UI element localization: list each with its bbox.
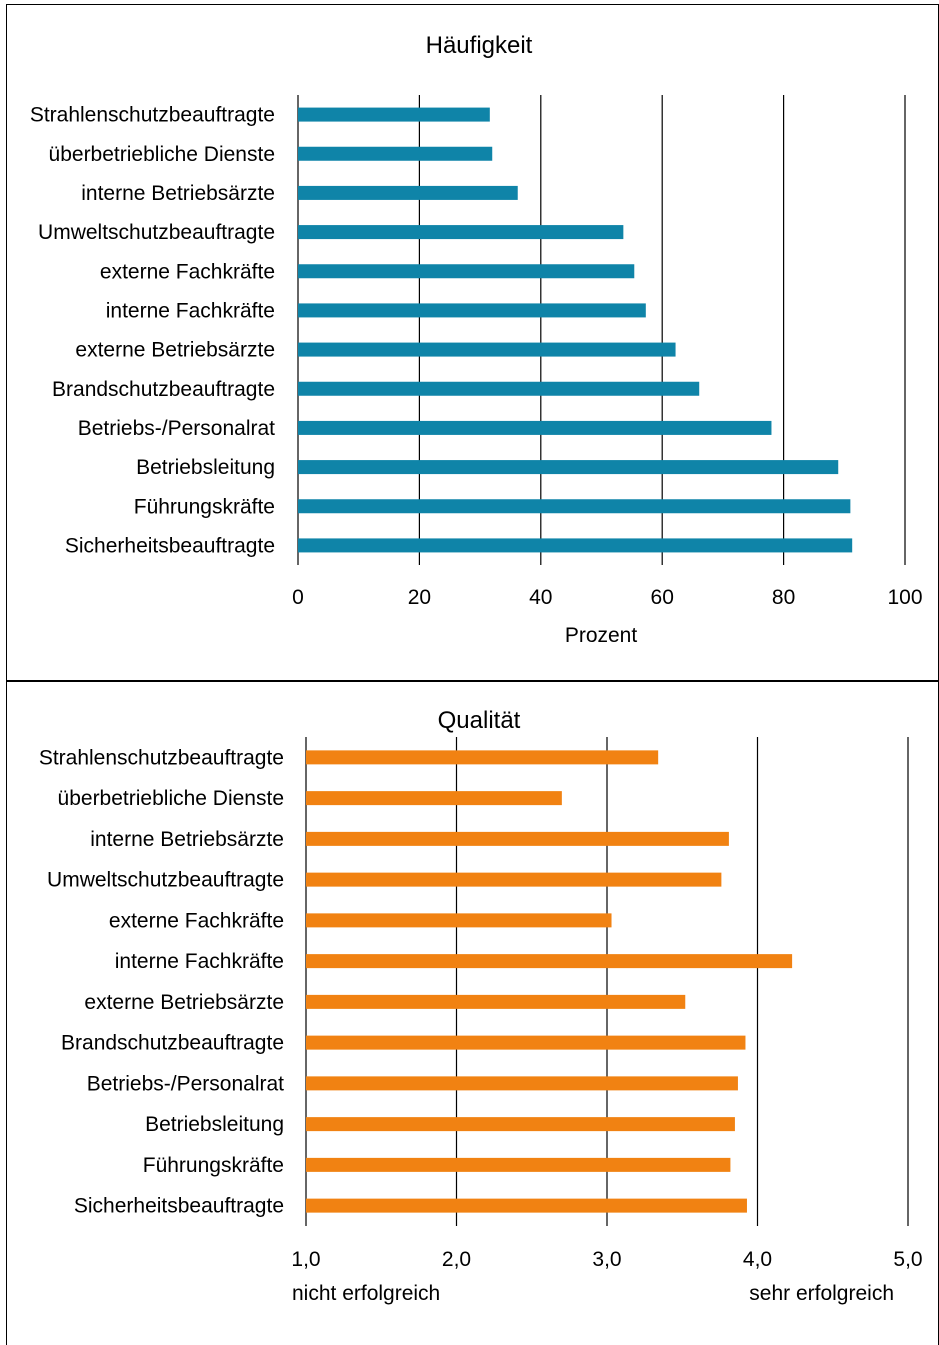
- tick-label-2: 40: [529, 586, 552, 609]
- category-label-1: überbetriebliche Dienste: [49, 143, 275, 166]
- category-label-7: Brandschutzbeauftragte: [52, 378, 275, 401]
- category-label-7: Brandschutzbeauftragte: [61, 1032, 284, 1055]
- category-label-9: Betriebsleitung: [145, 1113, 284, 1136]
- bar-7: [306, 1035, 746, 1050]
- tick-label-4: 5,0: [893, 1248, 922, 1271]
- tick-label-2: 3,0: [592, 1248, 621, 1271]
- category-label-5: interne Fachkräfte: [115, 950, 284, 973]
- bar-6: [306, 994, 686, 1009]
- tick-label-4: 80: [772, 586, 795, 609]
- category-label-8: Betriebs-/Personalrat: [78, 417, 275, 440]
- tick-label-1: 2,0: [442, 1248, 471, 1271]
- scale-high-label: sehr erfolgreich: [749, 1282, 894, 1305]
- category-label-5: interne Fachkräfte: [106, 299, 275, 322]
- bar-5: [306, 954, 793, 969]
- category-label-9: Betriebsleitung: [136, 456, 275, 479]
- tick-label-5: 100: [887, 586, 922, 609]
- bar-3: [298, 225, 624, 240]
- category-label-8: Betriebs-/Personalrat: [87, 1072, 284, 1095]
- category-label-3: Umweltschutzbeauftragte: [47, 869, 284, 892]
- bar-5: [298, 303, 646, 318]
- category-label-2: interne Betriebsärzte: [90, 828, 284, 851]
- bar-3: [306, 872, 722, 887]
- category-label-1: überbetriebliche Dienste: [58, 787, 284, 810]
- category-label-0: Strahlenschutzbeauftragte: [39, 746, 284, 769]
- category-label-4: externe Fachkräfte: [100, 260, 275, 283]
- category-label-10: Führungskräfte: [134, 495, 275, 518]
- category-label-11: Sicherheitsbeauftragte: [65, 534, 275, 557]
- category-label-6: externe Betriebsärzte: [75, 339, 275, 362]
- bar-2: [306, 831, 729, 846]
- bar-9: [298, 460, 839, 475]
- bar-2: [298, 185, 518, 200]
- tick-label-0: 0: [292, 586, 304, 609]
- tick-label-0: 1,0: [291, 1248, 320, 1271]
- category-label-2: interne Betriebsärzte: [81, 182, 275, 205]
- bar-0: [306, 750, 659, 765]
- tick-label-3: 60: [651, 586, 674, 609]
- bar-8: [306, 1076, 738, 1091]
- category-label-4: externe Fachkräfte: [109, 909, 284, 932]
- scale-low-label: nicht erfolgreich: [292, 1282, 440, 1305]
- bar-7: [298, 381, 700, 396]
- bar-1: [298, 146, 493, 161]
- category-label-10: Führungskräfte: [143, 1154, 284, 1177]
- category-label-6: externe Betriebsärzte: [84, 991, 284, 1014]
- bar-8: [298, 420, 772, 435]
- bar-11: [306, 1198, 747, 1213]
- bar-11: [298, 538, 853, 553]
- bar-1: [306, 791, 562, 806]
- bar-4: [298, 264, 635, 279]
- category-label-0: Strahlenschutzbeauftragte: [30, 104, 275, 127]
- chart-title: Häufigkeit: [426, 32, 533, 59]
- tick-label-1: 20: [408, 586, 431, 609]
- bar-10: [306, 1157, 731, 1172]
- bar-4: [306, 913, 612, 928]
- bar-6: [298, 342, 676, 357]
- bar-0: [298, 107, 490, 122]
- bar-10: [298, 499, 851, 514]
- chart-title: Qualität: [438, 707, 521, 734]
- category-label-3: Umweltschutzbeauftragte: [38, 221, 275, 244]
- tick-label-3: 4,0: [743, 1248, 772, 1271]
- x-axis-label: Prozent: [565, 624, 638, 647]
- bar-9: [306, 1117, 735, 1132]
- category-label-11: Sicherheitsbeauftragte: [74, 1195, 284, 1218]
